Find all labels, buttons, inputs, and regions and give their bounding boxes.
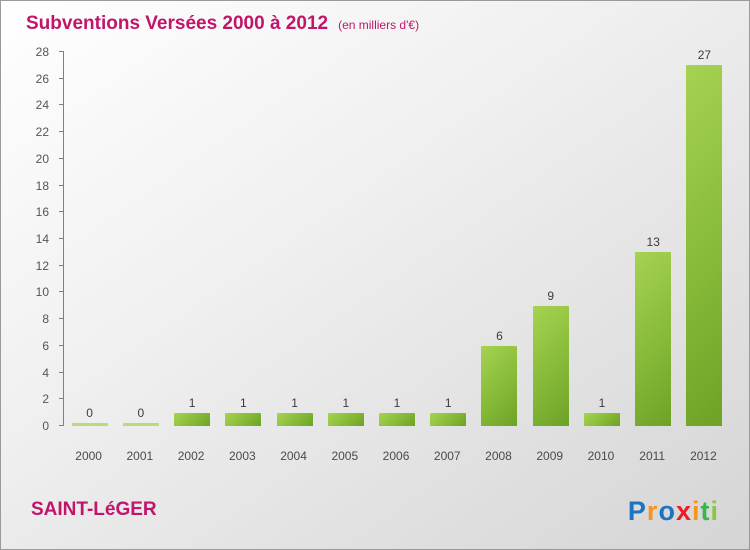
y-tick-mark [59,104,64,106]
y-tick-label: 26 [35,71,49,86]
logo-letter: r [646,496,659,526]
y-tick-mark [59,398,64,400]
y-tick-mark [59,344,64,346]
x-axis-labels: 2000 2001 2002 2003 2004 2005 2006 2007 2008 2009… [63,449,729,463]
bar [532,305,569,426]
x-tick-label: 2010 [587,449,615,463]
bar [276,412,313,426]
y-tick-mark [59,51,64,52]
bar-value-label: 1 [239,395,247,410]
bar [430,412,467,426]
bar-column: 0 [115,406,166,426]
x-tick-label: 2007 [433,449,461,463]
y-axis-labels: 0 2 4 6 8 10 12 14 16 18 20 22 24 26 28 [23,45,55,433]
x-tick-label: 2000 [75,449,102,463]
x-tick-label: 2009 [536,449,564,463]
x-tick-label: 2011 [639,449,666,463]
bar [635,252,672,426]
x-tick-label: 2012 [690,449,717,463]
bar-value-label: 6 [496,328,503,343]
bar-column: 27 [679,48,730,426]
bar-column: 6 [474,329,525,426]
y-tick-label: 10 [35,285,49,300]
y-tick-mark [59,264,64,266]
y-tick-label: 16 [35,205,49,220]
logo-letter: i [710,496,719,526]
y-tick-label: 12 [35,258,49,273]
y-tick-mark [59,318,64,320]
bar-value-label: 1 [444,395,452,410]
y-tick-label: 22 [35,125,49,140]
y-tick-mark [59,157,64,159]
bar-value-label: 0 [137,406,145,420]
logo-letter: x [675,496,692,526]
y-tick-mark [59,131,64,133]
organization-name: SAINT-LéGER [31,499,157,520]
proxiti-logo: Proxiti [628,496,719,527]
y-tick-label: 28 [35,45,49,59]
bar [122,423,159,426]
bar-value-label: 1 [342,395,350,410]
y-tick-label: 8 [42,312,49,327]
y-tick-mark [59,291,64,293]
logo-letter: i [691,496,701,526]
bar-value-label: 1 [188,395,196,410]
bar-column: 1 [320,396,371,426]
y-tick-mark [59,211,64,213]
bar-value-label: 13 [646,235,660,250]
x-tick-label: 2002 [177,449,205,463]
y-tick-label: 20 [35,151,49,166]
bar [686,65,723,426]
y-tick-label: 24 [35,98,49,113]
y-tick-label: 6 [42,338,49,353]
x-tick-label: 2006 [382,449,410,463]
chart-header: Subventions Versées 2000 à 2012 (en mill… [26,13,419,35]
y-tick-mark [59,77,64,79]
bar-value-label: 1 [291,395,298,410]
y-tick-label: 14 [35,232,49,246]
y-tick-label: 18 [35,178,49,193]
bar-column: 1 [166,396,217,426]
bar-value-label: 9 [547,288,555,303]
bars: 0 0 1 1 1 1 1 1 6 9 1 13 27 [64,48,730,426]
x-tick-label: 2001 [126,449,154,463]
bar-column: 9 [525,289,576,426]
y-tick-mark [59,238,64,239]
logo-letter: P [627,496,647,526]
y-tick-label: 0 [42,419,49,433]
x-tick-label: 2004 [280,449,307,463]
bar-value-label: 1 [598,395,606,410]
bar-column: 1 [218,396,269,426]
y-tick-label: 2 [42,392,49,407]
x-tick-label: 2005 [331,449,359,463]
chart-subtitle: (en milliers d'€) [338,18,420,32]
y-tick-mark [59,371,64,373]
bar-column: 1 [269,396,320,426]
logo-letter: o [658,496,676,526]
bar [379,412,416,426]
bar [174,412,211,426]
bar-value-label: 0 [86,406,93,420]
bar-column: 1 [576,396,627,426]
bar-column: 1 [423,396,474,426]
y-tick-mark [59,184,64,186]
bar [481,345,518,426]
bar-column: 13 [628,235,679,426]
bar-column: 1 [371,396,422,426]
bar [225,412,262,426]
bar-value-label: 27 [697,48,712,63]
chart-title: Subventions Versées 2000 à 2012 [26,13,329,34]
bar-value-label: 1 [393,395,401,410]
x-tick-label: 2003 [228,449,256,463]
plot-area: 0 0 1 1 1 1 1 1 6 9 1 13 27 [59,48,730,426]
bar [71,423,108,426]
y-tick-label: 4 [42,365,49,380]
x-tick-label: 2008 [485,449,512,463]
logo-letter: t [700,496,711,526]
bar [583,412,620,426]
bar-column: 0 [64,406,115,426]
y-tick-mark [59,425,64,426]
bar [327,412,364,426]
